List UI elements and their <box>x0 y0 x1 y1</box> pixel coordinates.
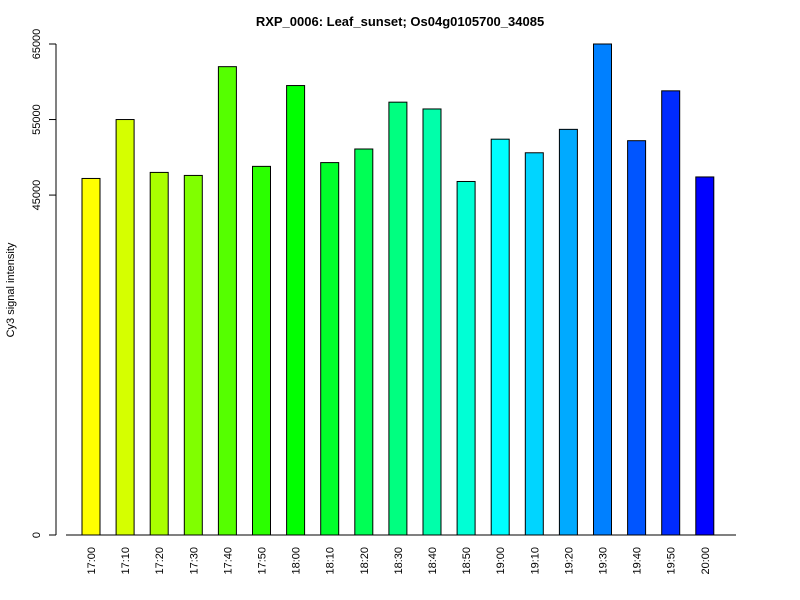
x-tick-label: 18:10 <box>325 547 337 575</box>
x-tick-label: 18:40 <box>427 547 439 575</box>
y-tick-label: 0 <box>31 532 43 538</box>
x-tick-label: 19:40 <box>632 547 644 575</box>
bars <box>81 43 715 536</box>
x-tick-label: 17:50 <box>257 547 269 575</box>
bar-1800 <box>286 85 306 536</box>
bar-1720 <box>149 171 169 536</box>
bar-1840 <box>422 108 442 536</box>
bar-1850 <box>456 180 476 536</box>
x-tick-label: 19:50 <box>666 547 678 575</box>
bar-1810 <box>320 162 340 536</box>
x-tick-label: 20:00 <box>700 547 712 575</box>
x-tick-label: 17:10 <box>120 547 132 575</box>
bar-1730 <box>183 174 203 536</box>
y-tick-label: 45000 <box>31 180 43 211</box>
y-tick-label: 65000 <box>31 29 43 60</box>
bar-1950 <box>661 90 681 536</box>
bar-1920 <box>558 128 578 536</box>
x-tick-label: 17:30 <box>188 547 200 575</box>
bar-1820 <box>354 148 374 536</box>
y-axis-label: Cy3 signal intensity <box>5 242 17 337</box>
bar-1900 <box>490 138 510 536</box>
bar-1750 <box>252 165 271 536</box>
x-tick-label: 18:20 <box>359 547 371 575</box>
bar-1700 <box>81 177 101 536</box>
x-tick-label: 17:20 <box>154 547 166 575</box>
x-tick-label: 18:50 <box>461 547 473 575</box>
x-tick-label: 19:00 <box>495 547 507 575</box>
x-tick-label: 17:00 <box>86 547 98 575</box>
bar-1740 <box>217 66 237 536</box>
bar-1830 <box>388 101 408 536</box>
x-tick-label: 19:20 <box>563 547 575 575</box>
x-tick-label: 18:30 <box>393 547 405 575</box>
y-axis: 0 45000 55000 65000 <box>31 29 57 538</box>
x-tick-label: 19:10 <box>529 547 541 575</box>
chart-title: RXP_0006: Leaf_sunset; Os04g0105700_3408… <box>256 14 544 29</box>
x-tick-label: 18:00 <box>291 547 303 575</box>
x-tick-label: 19:30 <box>598 547 610 575</box>
bar-1940 <box>627 140 647 536</box>
x-axis: 17:00 17:10 17:20 17:30 17:40 17:50 18:00 18:10… <box>66 534 736 575</box>
bar-1910 <box>524 152 544 536</box>
bar-1930 <box>593 43 612 536</box>
bar-1710 <box>115 119 135 536</box>
bar-2000 <box>695 176 715 536</box>
x-tick-label: 17:40 <box>222 547 234 575</box>
y-tick-label: 55000 <box>31 104 43 135</box>
